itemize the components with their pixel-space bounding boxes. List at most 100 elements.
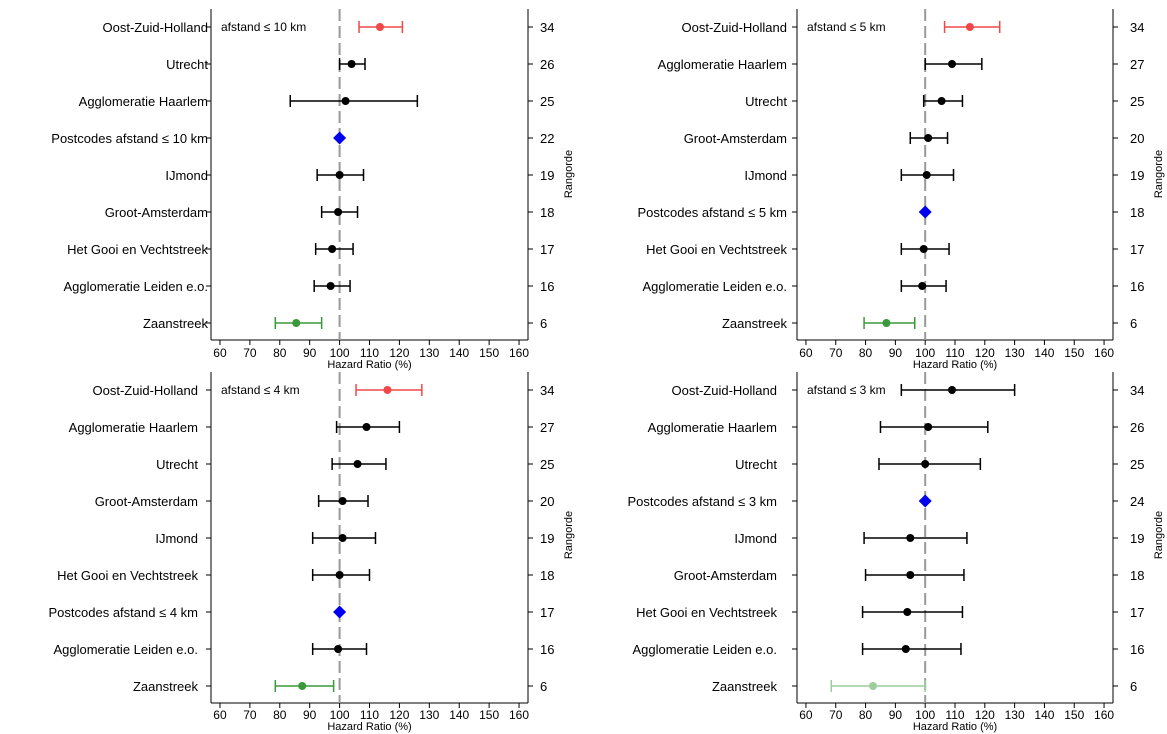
x-tick-label: 160: [509, 346, 529, 360]
forest-panel-1: 60 70 80 90 100 110 120 130 140 150 160 Hazard Rati…: [51, 9, 575, 371]
category-label: Het Gooi en Vechtstreek: [67, 242, 208, 257]
category-label: Zaanstreek: [712, 679, 778, 694]
category-label: Het Gooi en Vechtstreek: [636, 605, 777, 620]
estimate-point: [292, 319, 301, 327]
panel-annotation: afstand ≤ 3 km: [807, 383, 886, 397]
category-label: Het Gooi en Vechtstreek: [57, 568, 198, 583]
x-tick-label: 70: [829, 708, 843, 722]
x-tick-label: 130: [1005, 346, 1025, 360]
x-axis-title: Hazard Ratio (%): [913, 721, 997, 733]
category-label: Agglomeratie Leiden e.o.: [632, 642, 777, 657]
reference-diamond-marker: [333, 605, 347, 619]
rank-label: 25: [540, 457, 554, 472]
rank-label: 17: [540, 605, 554, 620]
rank-label: 25: [1130, 94, 1144, 109]
rank-label: 6: [540, 679, 547, 694]
x-tick-label: 100: [330, 708, 350, 722]
rank-label: 22: [540, 131, 554, 146]
rank-label: 18: [540, 205, 554, 220]
x-tick-label: 60: [213, 346, 227, 360]
x-tick-label: 110: [360, 346, 379, 360]
x-tick-label: 70: [243, 708, 257, 722]
estimate-point: [924, 134, 933, 142]
rank-axis-title: Rangorde: [563, 511, 575, 559]
category-label: Postcodes afstand ≤ 3 km: [628, 494, 778, 509]
x-tick-label: 120: [389, 708, 409, 722]
rank-label: 16: [1130, 642, 1144, 657]
x-tick-label: 60: [799, 346, 813, 360]
x-axis-title: Hazard Ratio (%): [327, 359, 411, 371]
rank-label: 25: [1130, 457, 1144, 472]
category-label: Groot-Amsterdam: [674, 568, 777, 583]
forest-panel-4: 60 70 80 90 100 110 120 130 140 150 160 Hazard Rati…: [628, 372, 1165, 733]
category-label: Groot-Amsterdam: [105, 205, 208, 220]
x-tick-label: 100: [915, 708, 935, 722]
x-tick-label: 70: [243, 346, 257, 360]
rank-axis-title: Rangorde: [1153, 511, 1165, 559]
rank-label: 6: [1130, 679, 1137, 694]
estimate-point: [948, 386, 957, 394]
rank-label: 25: [540, 94, 554, 109]
category-label: Postcodes afstand ≤ 4 km: [49, 605, 199, 620]
rank-axis-title: Rangorde: [563, 150, 575, 198]
rank-label: 20: [1130, 131, 1144, 146]
x-tick-label: 130: [1005, 708, 1025, 722]
estimate-point: [328, 245, 337, 253]
rank-label: 27: [1130, 57, 1144, 72]
rank-label: 24: [1130, 494, 1144, 509]
estimate-point: [353, 460, 362, 468]
rank-label: 34: [1130, 383, 1144, 398]
x-tick-label: 110: [945, 708, 964, 722]
rank-label: 20: [540, 494, 554, 509]
estimate-point: [334, 208, 343, 216]
estimate-point: [921, 460, 930, 468]
estimate-point: [922, 171, 931, 179]
estimate-point: [375, 23, 384, 31]
reference-diamond-marker: [918, 494, 932, 508]
estimate-point: [334, 645, 343, 653]
panel-annotation: afstand ≤ 5 km: [807, 20, 886, 34]
x-tick-label: 160: [1094, 708, 1114, 722]
x-tick-label: 90: [303, 708, 317, 722]
rank-label: 19: [1130, 531, 1144, 546]
rank-label: 16: [540, 642, 554, 657]
rank-label: 17: [1130, 242, 1144, 257]
category-label: IJmond: [165, 168, 208, 183]
estimate-point: [338, 534, 347, 542]
category-label: Postcodes afstand ≤ 5 km: [638, 205, 788, 220]
rank-label: 27: [540, 420, 554, 435]
x-tick-label: 150: [479, 346, 499, 360]
category-label: Oost-Zuid-Holland: [672, 383, 778, 398]
estimate-point: [335, 571, 344, 579]
x-tick-label: 140: [1034, 708, 1054, 722]
x-tick-label: 90: [889, 708, 903, 722]
rank-label: 17: [1130, 605, 1144, 620]
x-tick-label: 110: [360, 708, 379, 722]
x-tick-label: 150: [1064, 346, 1084, 360]
category-label: Oost-Zuid-Holland: [93, 383, 199, 398]
x-tick-label: 140: [449, 346, 469, 360]
rank-label: 18: [1130, 568, 1144, 583]
estimate-point: [298, 682, 307, 690]
reference-diamond-marker: [918, 205, 932, 219]
x-axis-title: Hazard Ratio (%): [913, 359, 997, 371]
estimate-point: [338, 497, 347, 505]
x-tick-label: 110: [945, 346, 964, 360]
estimate-point: [362, 423, 371, 431]
category-label: Agglomeratie Haarlem: [79, 94, 208, 109]
rank-label: 34: [1130, 20, 1144, 35]
estimate-point: [326, 282, 335, 290]
category-label: IJmond: [734, 531, 777, 546]
category-label: IJmond: [744, 168, 787, 183]
rank-label: 26: [540, 57, 554, 72]
x-tick-label: 120: [975, 708, 995, 722]
estimate-point: [918, 282, 927, 290]
estimate-point: [948, 60, 957, 68]
category-label: Zaanstreek: [133, 679, 199, 694]
category-label: Zaanstreek: [143, 316, 209, 331]
x-tick-label: 80: [859, 708, 873, 722]
estimate-point: [903, 608, 912, 616]
estimate-point: [919, 245, 928, 253]
x-tick-label: 140: [1034, 346, 1054, 360]
